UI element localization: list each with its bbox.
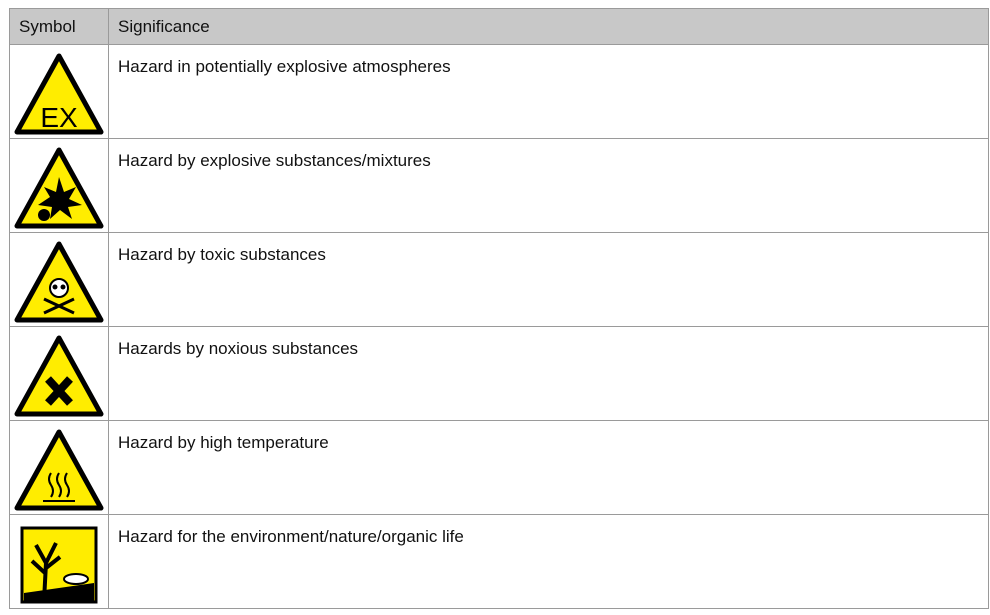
table-row: Hazard by high temperature [10, 421, 989, 515]
page: Symbol Significance EX Hazard in potenti… [0, 0, 990, 615]
table-row: Hazard by toxic substances [10, 233, 989, 327]
symbol-cell [10, 139, 109, 233]
table-row: EX Hazard in potentially explosive atmos… [10, 45, 989, 139]
symbol-cell [10, 515, 109, 609]
heat-icon [14, 429, 104, 511]
ex-icon: EX [14, 53, 104, 135]
header-row: Symbol Significance [10, 9, 989, 45]
noxious-icon [14, 335, 104, 417]
table-row: Hazards by noxious substances [10, 327, 989, 421]
table-row: Hazard for the environment/nature/organi… [10, 515, 989, 609]
significance-cell: Hazard by high temperature [109, 421, 989, 515]
significance-cell: Hazards by noxious substances [109, 327, 989, 421]
icon-text: EX [40, 102, 78, 133]
symbol-cell [10, 233, 109, 327]
toxic-icon [14, 241, 104, 323]
significance-cell: Hazard for the environment/nature/organi… [109, 515, 989, 609]
explosive-icon [14, 147, 104, 229]
header-cell: Significance [109, 9, 989, 45]
symbol-cell [10, 421, 109, 515]
significance-cell: Hazard in potentially explosive atmosphe… [109, 45, 989, 139]
hazard-table: Symbol Significance EX Hazard in potenti… [9, 8, 989, 609]
significance-cell: Hazard by explosive substances/mixtures [109, 139, 989, 233]
header-cell: Symbol [10, 9, 109, 45]
symbol-cell: EX [10, 45, 109, 139]
symbol-cell [10, 327, 109, 421]
table-row: Hazard by explosive substances/mixtures [10, 139, 989, 233]
environment-icon [14, 523, 104, 605]
significance-cell: Hazard by toxic substances [109, 233, 989, 327]
